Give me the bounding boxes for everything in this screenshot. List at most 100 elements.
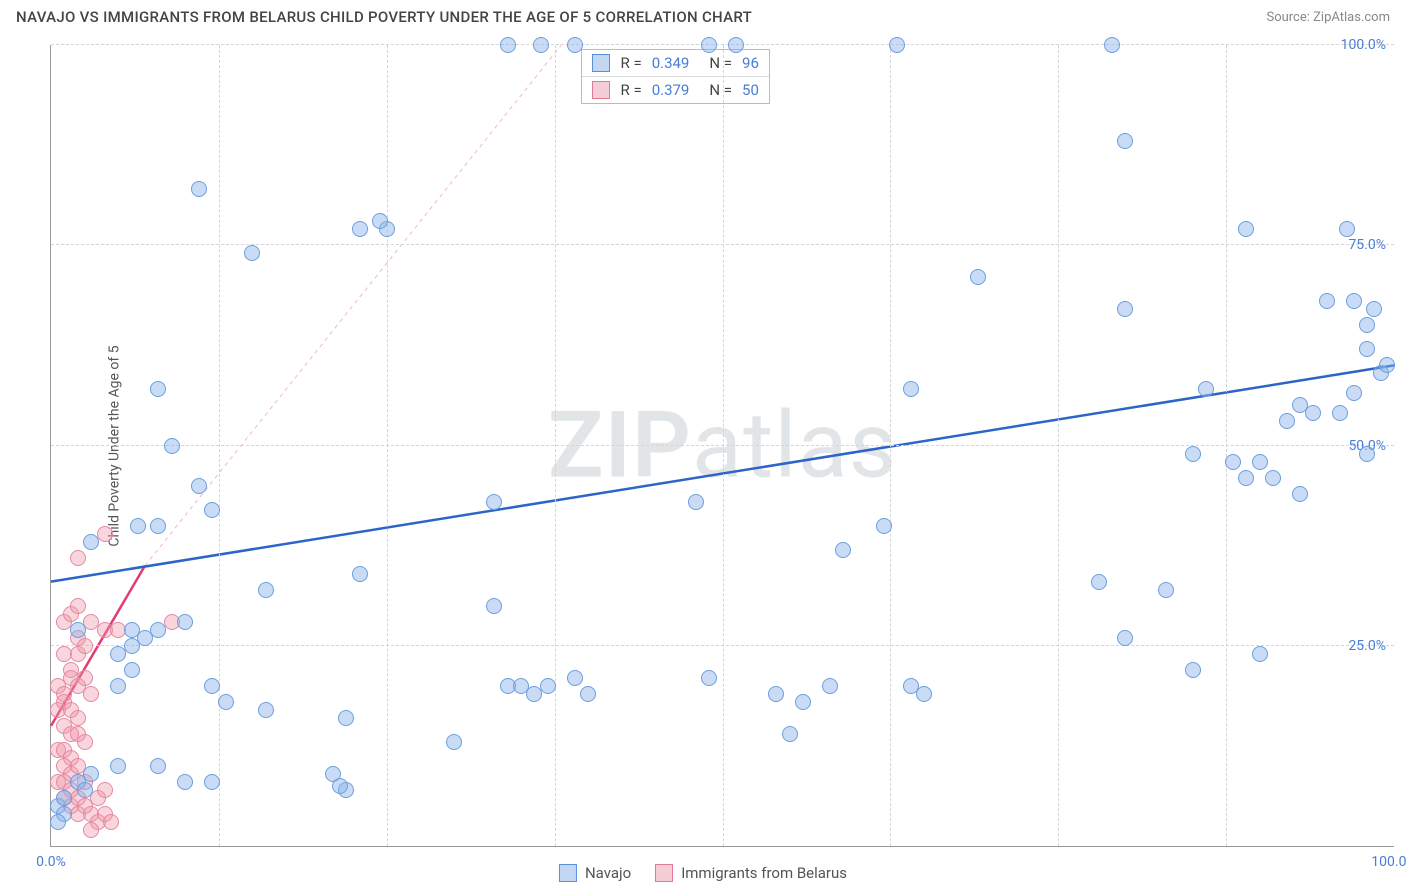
scatter-point-navajo xyxy=(701,670,717,686)
scatter-point-navajo xyxy=(1104,37,1120,53)
legend-row-belarus: R = 0.379 N = 50 xyxy=(582,76,768,103)
y-tick-label: 25.0% xyxy=(1348,638,1386,654)
scatter-point-navajo xyxy=(1185,446,1201,462)
scatter-point-navajo xyxy=(50,814,66,830)
scatter-point-navajo xyxy=(1366,301,1382,317)
scatter-point-belarus xyxy=(70,598,86,614)
scatter-point-navajo xyxy=(177,774,193,790)
gridline-vertical xyxy=(890,45,891,846)
legend-item-belarus: Immigrants from Belarus xyxy=(655,864,847,882)
scatter-point-navajo xyxy=(244,245,260,261)
scatter-point-navajo xyxy=(191,181,207,197)
gridline-vertical xyxy=(1226,45,1227,846)
scatter-point-navajo xyxy=(1359,446,1375,462)
scatter-point-belarus xyxy=(70,550,86,566)
scatter-point-navajo xyxy=(1346,293,1362,309)
scatter-point-navajo xyxy=(500,37,516,53)
scatter-point-navajo xyxy=(130,518,146,534)
scatter-point-navajo xyxy=(83,766,99,782)
scatter-point-navajo xyxy=(567,670,583,686)
scatter-point-navajo xyxy=(110,758,126,774)
scatter-point-navajo xyxy=(1379,357,1395,373)
gridline-vertical xyxy=(555,45,556,846)
scatter-point-navajo xyxy=(688,494,704,510)
trend-line xyxy=(145,45,561,566)
scatter-point-navajo xyxy=(177,614,193,630)
scatter-point-navajo xyxy=(137,630,153,646)
scatter-point-navajo xyxy=(1117,630,1133,646)
x-tick-label: 100.0% xyxy=(1371,854,1406,870)
scatter-point-navajo xyxy=(446,734,462,750)
scatter-point-navajo xyxy=(258,702,274,718)
scatter-point-navajo xyxy=(258,582,274,598)
series-legend: Navajo Immigrants from Belarus xyxy=(559,864,847,882)
swatch-belarus xyxy=(592,81,610,99)
scatter-point-belarus xyxy=(77,638,93,654)
scatter-point-navajo xyxy=(1198,381,1214,397)
r-value-belarus: 0.379 xyxy=(652,81,690,99)
scatter-point-navajo xyxy=(164,438,180,454)
scatter-point-belarus xyxy=(77,734,93,750)
scatter-point-belarus xyxy=(97,782,113,798)
scatter-point-navajo xyxy=(486,598,502,614)
scatter-point-navajo xyxy=(533,37,549,53)
scatter-point-navajo xyxy=(191,478,207,494)
scatter-point-navajo xyxy=(540,678,556,694)
scatter-point-navajo xyxy=(218,694,234,710)
correlation-legend: R = 0.349 N = 96 R = 0.379 N = 50 xyxy=(581,49,769,104)
gridline-vertical xyxy=(387,45,388,846)
scatter-point-navajo xyxy=(1279,413,1295,429)
swatch-navajo-bottom xyxy=(559,864,577,882)
legend-row-navajo: R = 0.349 N = 96 xyxy=(582,50,768,76)
scatter-point-navajo xyxy=(1359,317,1375,333)
scatter-point-navajo xyxy=(1319,293,1335,309)
scatter-point-navajo xyxy=(1359,341,1375,357)
swatch-belarus-bottom xyxy=(655,864,673,882)
scatter-point-navajo xyxy=(332,778,348,794)
scatter-point-belarus xyxy=(83,686,99,702)
scatter-point-navajo xyxy=(701,37,717,53)
gridline-vertical xyxy=(1058,45,1059,846)
scatter-point-navajo xyxy=(204,678,220,694)
y-tick-label: 100.0% xyxy=(1341,37,1386,53)
scatter-point-navajo xyxy=(83,534,99,550)
gridline-vertical xyxy=(723,45,724,846)
scatter-point-navajo xyxy=(1252,646,1268,662)
scatter-point-navajo xyxy=(1252,454,1268,470)
n-value-navajo: 96 xyxy=(742,54,759,72)
scatter-point-navajo xyxy=(1158,582,1174,598)
r-value-navajo: 0.349 xyxy=(652,54,690,72)
scatter-point-navajo xyxy=(150,381,166,397)
scatter-point-navajo xyxy=(1305,405,1321,421)
scatter-point-navajo xyxy=(338,710,354,726)
scatter-point-navajo xyxy=(1339,221,1355,237)
scatter-point-navajo xyxy=(580,686,596,702)
scatter-point-navajo xyxy=(70,622,86,638)
scatter-point-navajo xyxy=(124,662,140,678)
scatter-point-navajo xyxy=(110,678,126,694)
scatter-point-navajo xyxy=(150,518,166,534)
scatter-point-navajo xyxy=(352,566,368,582)
scatter-point-navajo xyxy=(352,221,368,237)
x-tick-label: 0.0% xyxy=(36,854,66,870)
scatter-point-navajo xyxy=(1091,574,1107,590)
swatch-navajo xyxy=(592,54,610,72)
chart-plot-area: ZIPatlas R = 0.349 N = 96 R = 0.379 N = … xyxy=(50,45,1394,847)
scatter-point-navajo xyxy=(903,381,919,397)
scatter-point-navajo xyxy=(372,213,388,229)
scatter-point-navajo xyxy=(1185,662,1201,678)
chart-source: Source: ZipAtlas.com xyxy=(1266,10,1390,25)
scatter-point-navajo xyxy=(1265,470,1281,486)
legend-item-navajo: Navajo xyxy=(559,864,631,882)
chart-title: NAVAJO VS IMMIGRANTS FROM BELARUS CHILD … xyxy=(16,8,752,26)
scatter-point-navajo xyxy=(1346,385,1362,401)
scatter-point-navajo xyxy=(204,774,220,790)
scatter-point-belarus xyxy=(77,670,93,686)
scatter-point-navajo xyxy=(1117,301,1133,317)
scatter-point-navajo xyxy=(204,502,220,518)
y-tick-label: 75.0% xyxy=(1348,237,1386,253)
scatter-point-belarus xyxy=(83,822,99,838)
scatter-point-navajo xyxy=(1117,133,1133,149)
scatter-point-navajo xyxy=(889,37,905,53)
scatter-point-navajo xyxy=(835,542,851,558)
